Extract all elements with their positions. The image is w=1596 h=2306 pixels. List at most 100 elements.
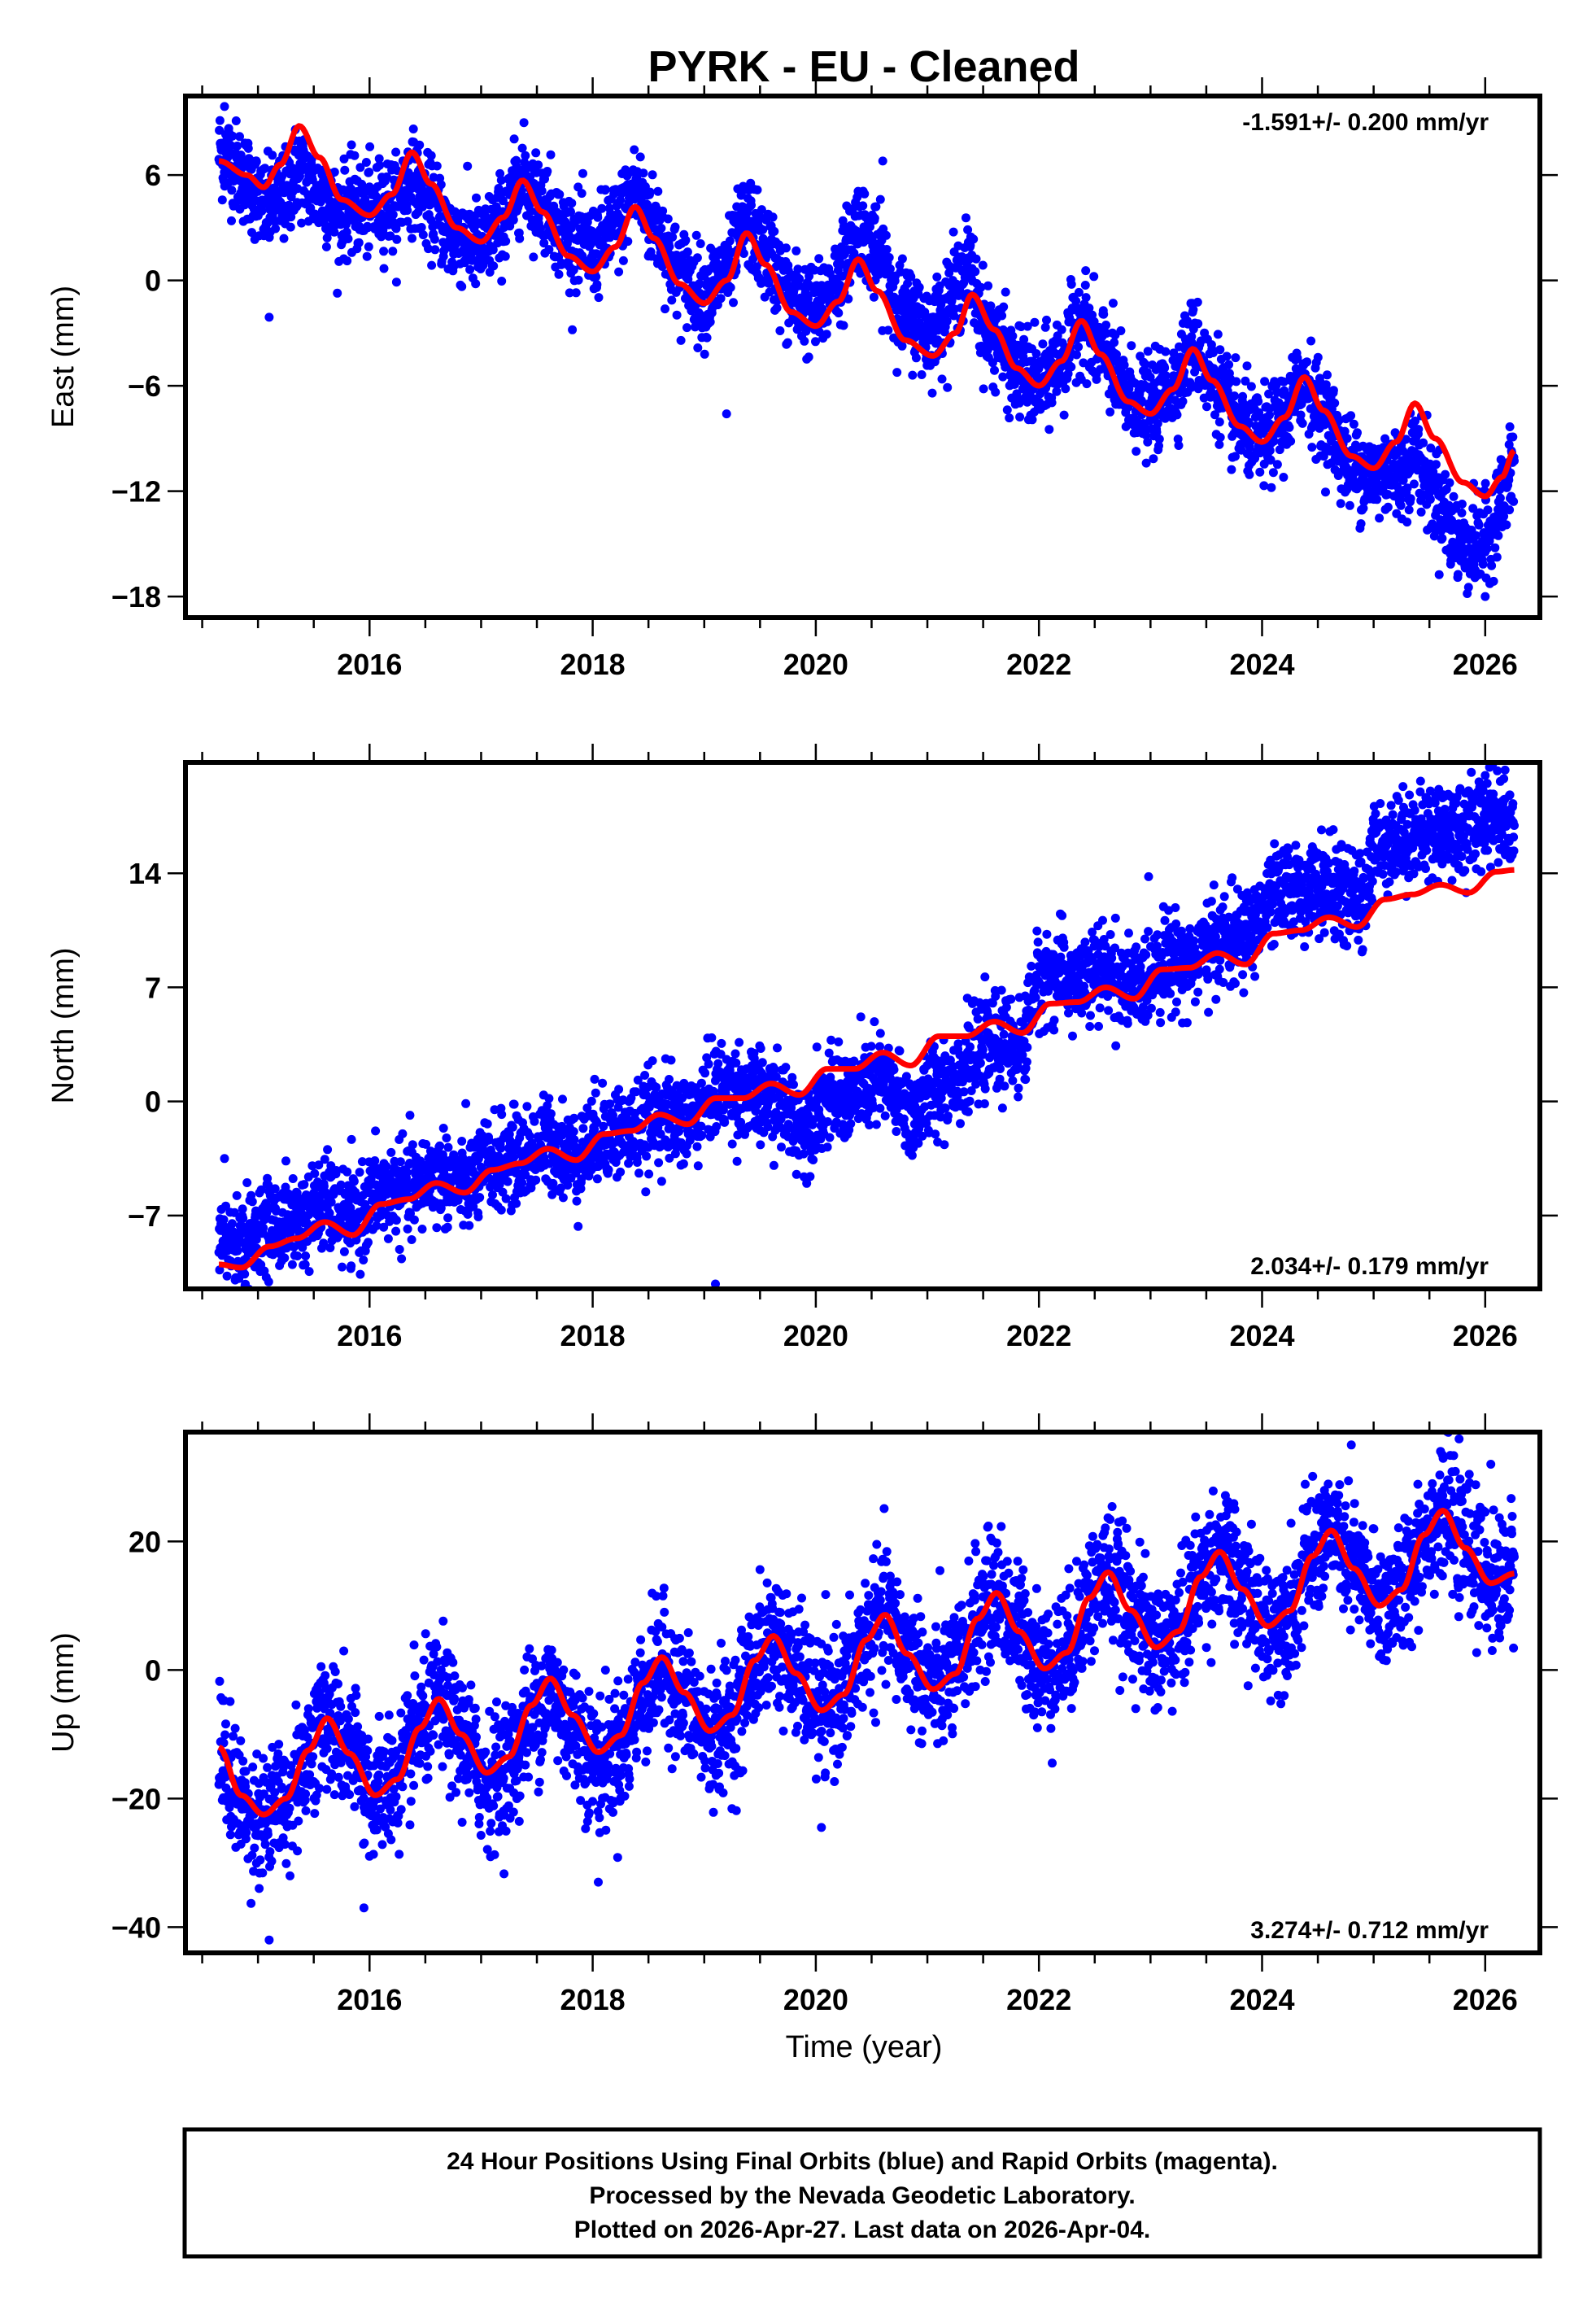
- observation-point: [408, 1140, 417, 1150]
- outlier-point: [1480, 592, 1490, 601]
- observation-point: [569, 265, 578, 275]
- x-tick-label: 2016: [337, 648, 402, 681]
- observation-point: [814, 254, 824, 264]
- observation-point: [1241, 376, 1250, 386]
- observation-point: [259, 1223, 268, 1233]
- observation-point: [1431, 460, 1441, 469]
- observation-point: [577, 189, 587, 199]
- observation-point: [426, 151, 436, 160]
- observation-point: [795, 274, 805, 284]
- observation-point: [764, 278, 774, 288]
- observation-point: [1509, 496, 1519, 506]
- observation-point: [264, 1277, 273, 1286]
- observation-point: [618, 255, 628, 265]
- observation-point: [300, 1260, 310, 1269]
- observation-point: [497, 1110, 507, 1120]
- observation-point: [482, 1119, 492, 1129]
- observation-point: [555, 190, 565, 199]
- observation-point: [942, 317, 952, 326]
- observation-point: [1328, 386, 1338, 395]
- observation-point: [1349, 419, 1358, 429]
- observation-point: [247, 1197, 257, 1207]
- observation-point: [1124, 384, 1134, 394]
- observation-point: [775, 326, 785, 335]
- observation-point: [1238, 391, 1248, 401]
- observation-point: [217, 195, 227, 205]
- observation-point: [546, 1109, 556, 1119]
- observation-point: [1398, 475, 1408, 485]
- y-tick-label: 6: [145, 159, 161, 192]
- observation-point: [897, 254, 907, 264]
- observation-point: [436, 180, 446, 190]
- observation-point: [1380, 434, 1390, 443]
- observation-point: [231, 116, 241, 125]
- observation-point: [565, 288, 574, 298]
- observation-point: [406, 1208, 415, 1218]
- observation-point: [1504, 475, 1514, 485]
- observation-point: [382, 1162, 391, 1171]
- observation-point: [1057, 325, 1066, 334]
- x-tick-label: 2022: [1006, 648, 1071, 681]
- observation-point: [325, 1208, 334, 1218]
- observation-point: [1508, 432, 1518, 442]
- observation-point: [233, 142, 242, 151]
- observation-point: [221, 1201, 230, 1211]
- observation-point: [1345, 500, 1354, 510]
- observation-point: [383, 1234, 393, 1243]
- observation-point: [600, 185, 610, 194]
- observation-point: [1149, 454, 1158, 464]
- observation-point: [1490, 543, 1500, 552]
- observation-point: [257, 206, 267, 216]
- observation-point: [592, 280, 602, 290]
- observation-point: [227, 186, 237, 195]
- observation-point: [793, 264, 803, 274]
- observation-point: [240, 1269, 250, 1279]
- observation-point: [1483, 505, 1493, 515]
- observation-point: [991, 387, 1001, 397]
- observation-point: [215, 1265, 225, 1275]
- observation-point: [408, 234, 416, 243]
- observation-point: [488, 1190, 497, 1199]
- observation-point: [232, 1190, 242, 1200]
- observation-point: [233, 1246, 242, 1256]
- observation-point: [870, 213, 879, 223]
- observation-point: [1092, 374, 1101, 384]
- observation-point: [1286, 436, 1296, 446]
- observation-point: [297, 218, 307, 228]
- observation-point: [1169, 348, 1179, 358]
- observation-point: [1002, 405, 1012, 415]
- observation-point: [883, 325, 893, 335]
- observation-point: [1071, 296, 1081, 306]
- observation-point: [1284, 422, 1294, 432]
- observation-point: [415, 140, 425, 150]
- outlier-point: [722, 409, 731, 419]
- observation-point: [503, 1177, 512, 1186]
- observation-point: [1082, 379, 1092, 389]
- observation-point: [1478, 559, 1488, 569]
- observation-point: [258, 1293, 267, 1302]
- observation-point: [1066, 362, 1076, 372]
- observation-point: [682, 247, 692, 257]
- observation-point: [885, 264, 895, 273]
- observation-point: [1215, 433, 1225, 442]
- observation-point: [229, 1208, 239, 1217]
- observation-point: [1132, 447, 1141, 456]
- observation-point: [360, 194, 370, 204]
- observation-point: [375, 160, 385, 170]
- observation-point: [1416, 507, 1426, 517]
- observation-point: [1172, 410, 1182, 420]
- observation-point: [1143, 437, 1153, 447]
- observation-point: [1173, 435, 1183, 444]
- observation-point: [314, 1160, 324, 1170]
- observation-point: [391, 1226, 401, 1236]
- observation-point: [729, 298, 738, 308]
- observation-point: [1269, 436, 1279, 446]
- observation-point: [1325, 446, 1335, 456]
- observation-point: [418, 230, 428, 240]
- observation-point: [1001, 287, 1010, 297]
- observation-point: [1434, 570, 1444, 579]
- observation-point: [443, 1142, 453, 1152]
- observation-point: [359, 1256, 368, 1264]
- observation-point: [1145, 373, 1155, 382]
